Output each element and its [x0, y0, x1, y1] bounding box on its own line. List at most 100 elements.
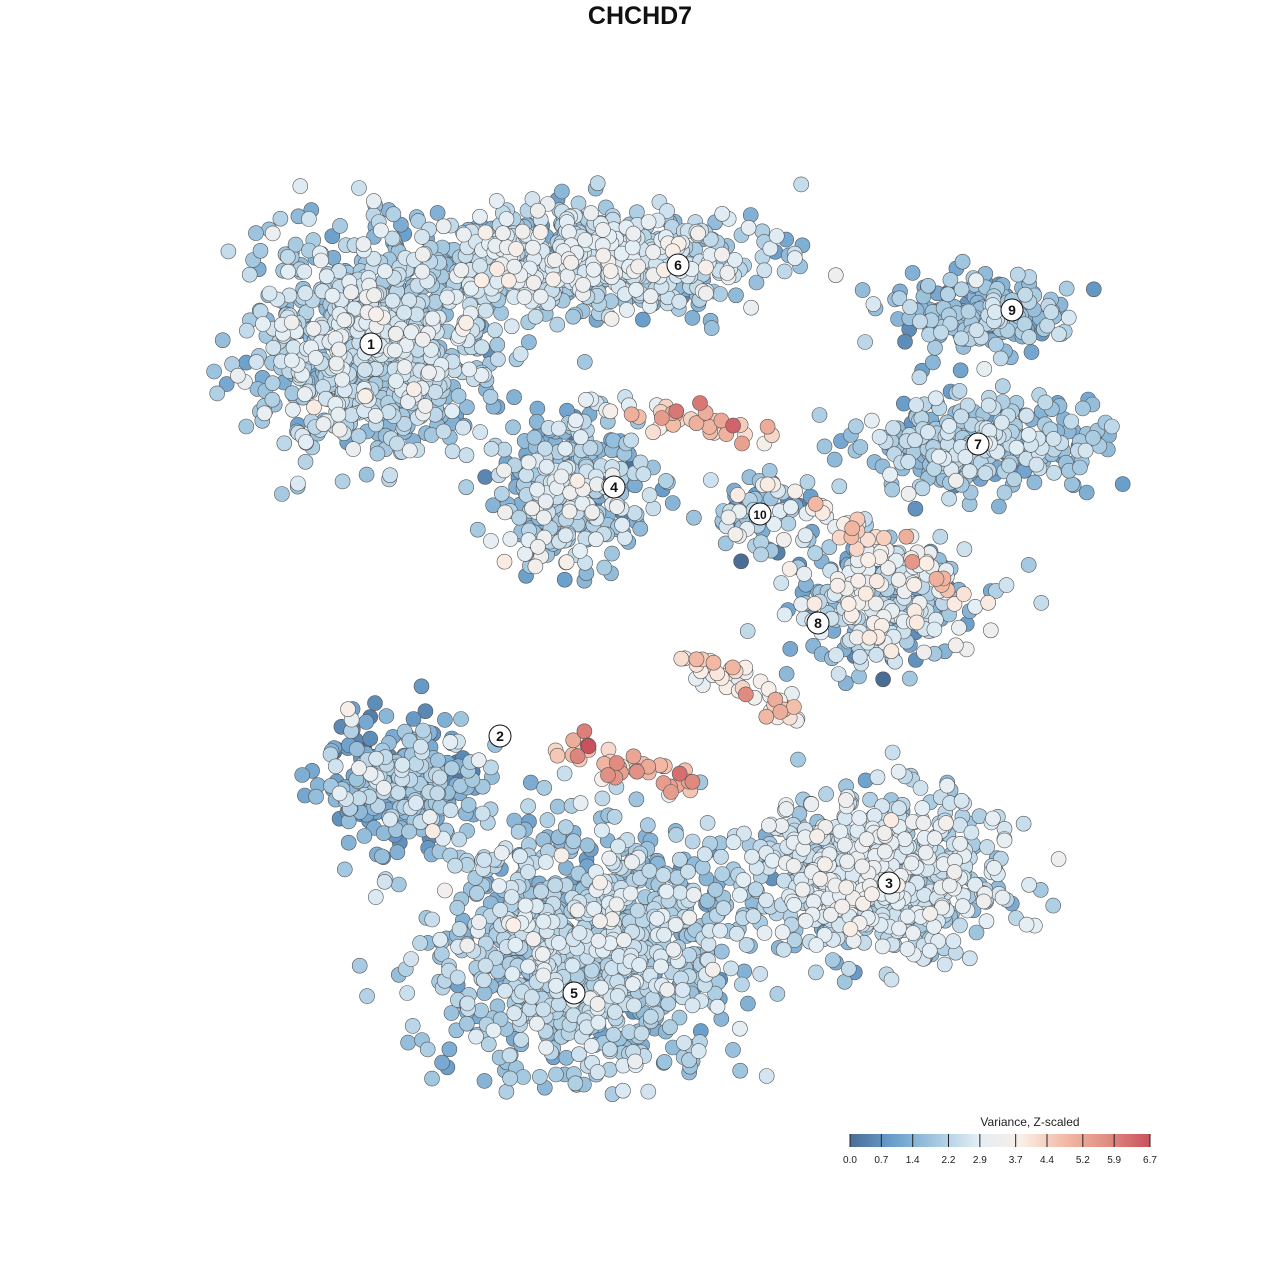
cell-point — [506, 389, 522, 406]
cell-point — [561, 224, 577, 240]
cell-point — [992, 350, 1009, 367]
cell-point — [424, 1070, 440, 1087]
cell-point — [902, 299, 918, 315]
cell-point — [1104, 418, 1120, 435]
cell-point — [782, 499, 799, 516]
cell-point — [238, 418, 255, 435]
cell-point — [854, 858, 871, 875]
cell-point — [624, 976, 641, 993]
cell-point — [761, 817, 777, 834]
cell-point — [744, 848, 760, 865]
cell-point — [511, 509, 528, 526]
cell-point — [382, 467, 398, 484]
cell-point — [699, 892, 716, 909]
cell-point — [1018, 916, 1035, 933]
cell-point — [742, 207, 759, 223]
cell-point — [537, 854, 554, 870]
cell-point — [389, 844, 406, 861]
cell-point — [991, 498, 1007, 515]
cell-point — [927, 339, 943, 356]
cell-point — [668, 827, 685, 843]
cell-point — [390, 876, 407, 893]
cell-point — [437, 712, 453, 728]
cell-point — [564, 957, 581, 974]
cell-point — [459, 399, 475, 416]
cell-point — [565, 308, 581, 325]
cell-point — [908, 397, 925, 413]
cell-point — [576, 354, 593, 370]
cell-point — [385, 206, 402, 222]
cell-point — [567, 1075, 584, 1092]
cell-point — [366, 287, 382, 304]
cell-point — [296, 263, 313, 280]
cell-point — [343, 284, 359, 301]
cell-point — [529, 400, 546, 417]
cell-point — [368, 750, 385, 767]
cell-point — [884, 744, 901, 761]
cell-point — [775, 531, 792, 548]
cell-point — [640, 214, 657, 230]
cell-point — [265, 339, 282, 356]
cell-point — [261, 285, 278, 302]
cell-point — [732, 887, 748, 903]
cell-point — [793, 176, 810, 193]
cell-point — [521, 334, 537, 351]
cell-point — [830, 666, 847, 682]
cell-point — [605, 1026, 622, 1043]
cell-point — [585, 261, 602, 278]
cell-point — [717, 535, 734, 552]
cell-point — [535, 913, 552, 930]
cell-point — [294, 767, 311, 783]
cell-point — [672, 884, 689, 901]
cell-point — [723, 960, 739, 977]
cell-point — [547, 252, 563, 268]
cell-point — [748, 274, 765, 291]
cell-point — [313, 252, 329, 269]
cell-point — [719, 265, 736, 281]
cell-point — [946, 864, 963, 880]
cell-point — [415, 246, 431, 263]
cell-point — [583, 1038, 600, 1054]
cell-point — [922, 905, 938, 922]
cell-point — [740, 220, 757, 236]
cell-point — [241, 266, 258, 283]
cell-point — [592, 874, 608, 891]
cell-point — [523, 989, 540, 1005]
cell-point — [660, 995, 677, 1012]
cell-point — [897, 333, 913, 350]
cell-point — [713, 848, 729, 865]
cell-point — [279, 248, 296, 265]
cell-point — [550, 935, 567, 951]
cell-point — [432, 931, 449, 948]
cell-point — [948, 472, 964, 489]
cell-point — [1046, 464, 1062, 481]
cell-point — [954, 253, 971, 270]
cell-point — [945, 933, 962, 949]
cell-point — [606, 808, 623, 825]
cell-point — [794, 881, 811, 898]
cell-point — [883, 971, 900, 988]
cell-point — [442, 734, 459, 750]
cell-point — [374, 848, 390, 865]
cell-point — [932, 528, 949, 545]
cell-point — [255, 316, 271, 332]
cell-point — [885, 420, 902, 436]
cell-point — [577, 232, 593, 248]
cell-point — [588, 531, 604, 548]
cell-point — [272, 210, 289, 227]
cell-point — [1086, 281, 1102, 298]
cell-point — [609, 499, 625, 515]
cell-point — [308, 788, 324, 805]
cell-point — [614, 516, 630, 533]
cell-point — [954, 898, 971, 914]
cell-point — [515, 1069, 531, 1085]
cell-point — [324, 287, 341, 304]
cell-point — [527, 308, 544, 325]
cell-point — [563, 254, 579, 271]
cell-point — [209, 385, 225, 402]
cell-point — [951, 619, 967, 636]
cell-point — [773, 575, 790, 591]
cell-point — [1020, 426, 1037, 443]
cell-point — [297, 386, 313, 403]
